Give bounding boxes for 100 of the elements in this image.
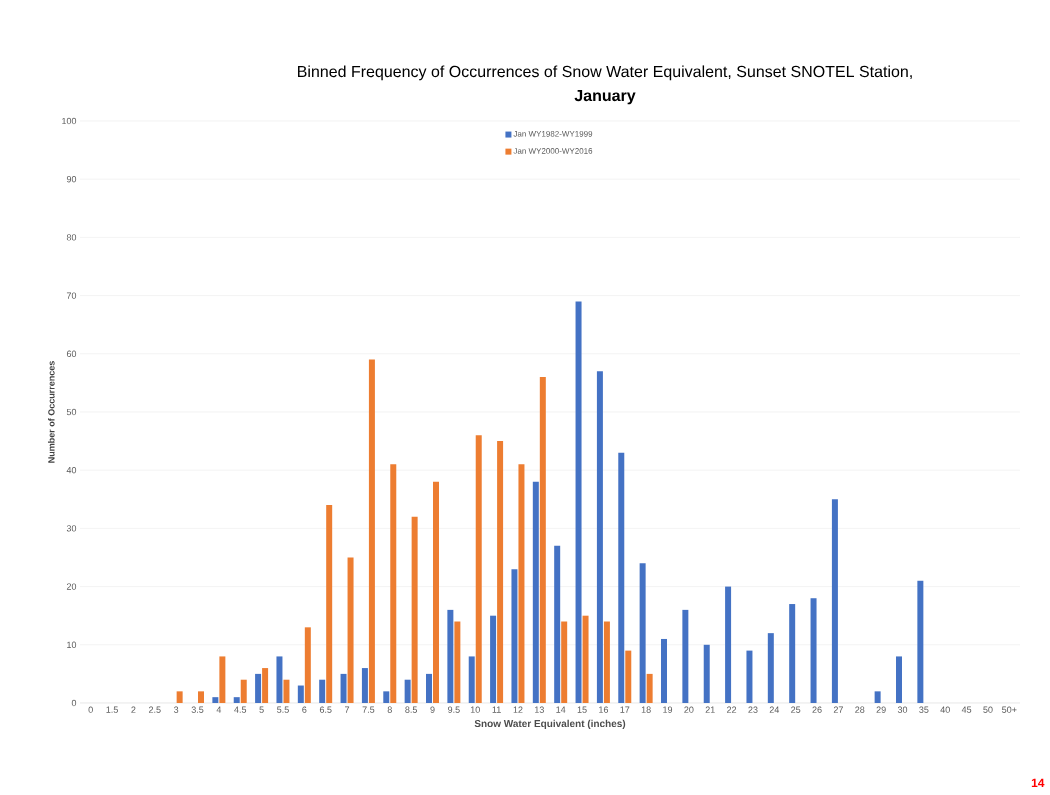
bar — [368, 359, 375, 703]
bar — [575, 301, 582, 703]
x-tick-label: 4 — [216, 706, 222, 713]
x-tick-label: 24 — [769, 706, 780, 713]
y-tick-label: 40 — [66, 467, 77, 474]
y-tick-label: 10 — [67, 641, 77, 648]
y-tick-label: 0 — [71, 699, 77, 707]
bar — [539, 377, 546, 703]
bar — [518, 464, 525, 703]
bar — [789, 604, 796, 703]
bar — [896, 656, 902, 703]
x-tick-label: 22 — [727, 706, 737, 713]
x-axis-title: Snow Water Equivalent (inches) — [474, 719, 626, 730]
x-tick-label: 1.5 — [106, 706, 118, 713]
bar — [262, 668, 269, 703]
y-tick-label: 50 — [66, 408, 77, 416]
bar — [176, 691, 183, 703]
x-tick-label: 3.5 — [191, 706, 204, 713]
bar — [831, 499, 838, 703]
y-tick-label: 100 — [62, 117, 77, 125]
y-tick-label: 30 — [66, 525, 77, 532]
y-tick-label: 90 — [66, 176, 77, 183]
x-tick-label: 4.5 — [234, 706, 247, 713]
chart-subtitle: January — [574, 89, 636, 105]
x-tick-label: 0 — [88, 706, 93, 713]
y-tick-label: 20 — [66, 583, 77, 590]
x-tick-label: 9 — [430, 706, 435, 713]
y-tick-label: 80 — [66, 234, 77, 241]
bar — [240, 679, 247, 703]
bar — [810, 598, 817, 703]
bar — [433, 481, 439, 703]
bar — [390, 464, 397, 703]
bar — [426, 673, 432, 703]
bar — [874, 691, 881, 703]
bar — [618, 452, 625, 703]
chart-title: Binned Frequency of Occurrences of Snow Water Equivalent, Sunset SNOTEL Station, — [298, 65, 912, 81]
bar — [404, 679, 411, 703]
legend-label: Jan WY1982-WY1999 — [513, 131, 593, 137]
bar — [475, 435, 482, 703]
y-axis-title: Number of Occurrences — [47, 361, 55, 463]
bar — [646, 673, 653, 703]
bar — [198, 691, 205, 703]
x-tick-label: 7.5 — [362, 706, 375, 713]
x-tick-label: 15 — [577, 706, 587, 713]
bar — [411, 516, 418, 703]
text: 14 — [1031, 778, 1045, 787]
x-tick-label: 7 — [345, 706, 350, 713]
bar — [447, 609, 454, 703]
bar — [917, 580, 924, 703]
bar — [255, 673, 262, 703]
bar — [212, 697, 219, 703]
bar — [639, 563, 646, 703]
bar — [283, 679, 290, 703]
x-tick-label: 50+ — [1002, 706, 1017, 713]
x-tick-label: 8.5 — [405, 706, 418, 713]
x-tick-label: 35 — [919, 706, 929, 713]
bar — [767, 633, 774, 703]
bar — [596, 371, 603, 703]
legend-label: Jan WY2000-WY2016 — [513, 148, 593, 154]
x-tick-label: 17 — [620, 706, 630, 713]
y-tick-label: 70 — [66, 292, 77, 299]
bar — [661, 638, 667, 703]
bar — [319, 679, 326, 703]
bar — [603, 621, 610, 703]
bar — [725, 586, 732, 703]
bar — [582, 615, 589, 703]
bar — [554, 545, 561, 703]
x-tick-label: 5.5 — [277, 706, 289, 713]
bar — [276, 656, 283, 703]
x-tick-label: 29 — [876, 706, 886, 713]
x-tick-label: 10 — [470, 706, 480, 713]
x-tick-label: 23 — [748, 706, 758, 713]
bar — [468, 656, 475, 703]
x-tick-label: 8 — [387, 706, 392, 713]
x-tick-label: 14 — [556, 706, 566, 713]
x-tick-label: 6.5 — [319, 706, 332, 713]
bar — [561, 621, 568, 703]
bar — [361, 668, 368, 703]
x-tick-label: 5 — [259, 706, 264, 713]
x-tick-label: 11 — [492, 706, 501, 713]
x-tick-label: 20 — [684, 706, 694, 713]
bar — [454, 621, 461, 703]
x-tick-label: 19 — [663, 706, 673, 713]
bar — [703, 644, 710, 703]
x-tick-label: 40 — [940, 706, 950, 713]
bar — [219, 656, 226, 703]
x-tick-label: 27 — [833, 706, 843, 713]
y-tick-label: 60 — [66, 350, 77, 357]
bar — [297, 685, 304, 703]
x-tick-label: 28 — [855, 706, 865, 713]
bar — [532, 481, 539, 703]
x-tick-label: 12 — [513, 706, 523, 713]
bar — [625, 650, 632, 703]
bar — [511, 569, 518, 703]
x-tick-label: 16 — [599, 706, 609, 713]
x-tick-label: 45 — [961, 706, 972, 713]
x-tick-label: 2.5 — [148, 706, 161, 713]
x-tick-label: 2 — [131, 706, 136, 713]
bar — [326, 505, 333, 703]
x-tick-label: 26 — [812, 706, 822, 713]
